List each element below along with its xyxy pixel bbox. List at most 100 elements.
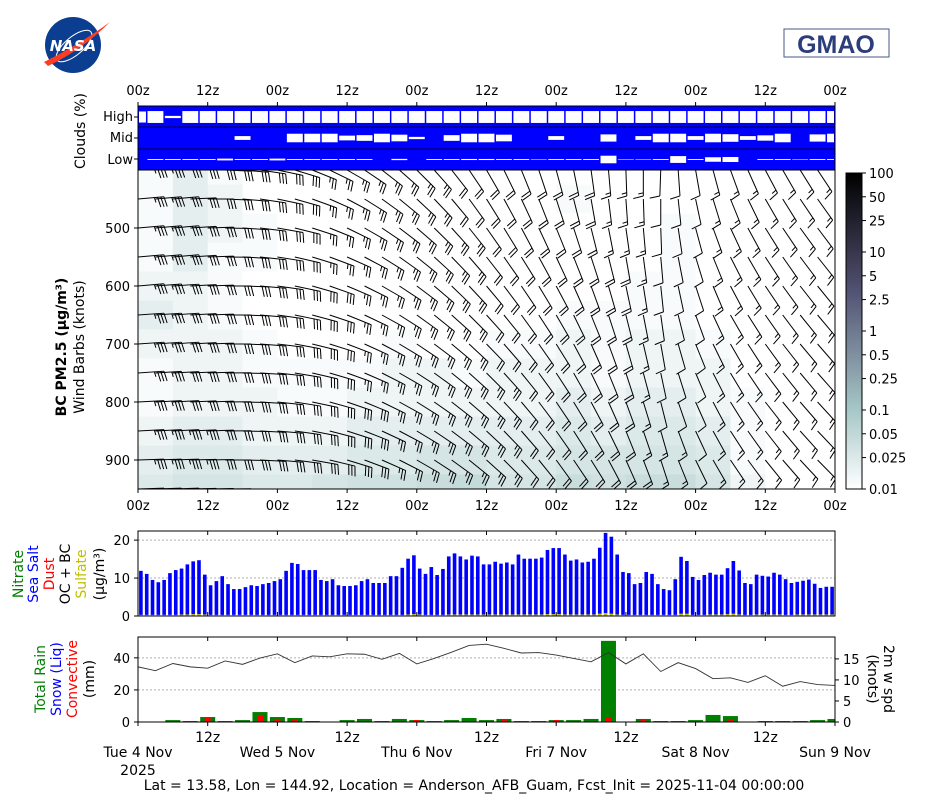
barb-full <box>215 400 220 411</box>
barb-full <box>595 424 604 433</box>
barb-half <box>606 221 612 224</box>
barb-full <box>396 212 401 223</box>
barb-staff <box>782 459 801 480</box>
bar-sea-salt <box>423 573 428 615</box>
barb-full <box>279 431 283 443</box>
barb-full <box>262 488 263 489</box>
barb-full <box>264 402 269 413</box>
wind-barb <box>277 372 306 386</box>
barb-full <box>824 191 833 200</box>
barb-full <box>383 410 387 421</box>
wind-barb <box>172 170 203 179</box>
wind-barb <box>503 256 520 287</box>
barb-full <box>247 314 251 326</box>
wind-barb <box>657 401 668 433</box>
barb-full <box>233 284 238 296</box>
wind-barb <box>451 488 453 489</box>
barb-full <box>607 339 617 346</box>
bar-sulfate <box>592 614 596 616</box>
wind-barb <box>433 170 452 199</box>
barb-staff <box>451 227 470 248</box>
barb-half <box>153 284 157 290</box>
barb-full <box>448 302 455 313</box>
barb-staff <box>573 198 581 225</box>
barb-full <box>537 191 547 198</box>
barb-staff <box>294 198 320 207</box>
x-tick-label: 12z <box>195 730 220 746</box>
bar-sea-salt <box>789 582 794 615</box>
barb-staff <box>695 256 704 283</box>
barb-staff <box>190 400 217 403</box>
barb-full <box>808 248 816 258</box>
barb-half <box>756 391 761 397</box>
bar-sulfate <box>574 614 579 616</box>
barb-staff <box>817 256 835 278</box>
barb-full <box>561 420 570 429</box>
barb-staff <box>346 170 370 184</box>
wind-barb <box>190 197 220 209</box>
colorbar-tick-label: 2.5 <box>869 294 890 309</box>
barb-staff <box>538 198 549 224</box>
barb-full <box>431 356 437 367</box>
wind-barb <box>690 170 701 201</box>
middle-time-axis: 00z 12z 00z 12z 00z 12z 00z 12z 00z 12z 00z <box>126 489 847 514</box>
wind-barb <box>521 488 523 489</box>
bc-cell <box>172 170 209 185</box>
barb-staff <box>277 430 304 434</box>
barb-staff <box>712 227 723 253</box>
barb-staff <box>659 170 662 197</box>
y-tick-label: 20 <box>113 534 130 549</box>
wind-barb <box>346 256 372 278</box>
wind-barb <box>573 285 585 317</box>
barb-half <box>639 221 645 224</box>
barb-staff <box>451 401 473 419</box>
barb-full <box>209 459 214 470</box>
barb-full <box>827 277 835 286</box>
barb-full <box>513 389 520 399</box>
barb-full <box>363 181 368 192</box>
barb-staff <box>225 198 252 201</box>
bar-sea-salt <box>754 574 759 615</box>
barb-staff <box>155 400 182 403</box>
bar-sulfate <box>516 614 521 616</box>
barb-staff <box>747 372 763 395</box>
wind-barb <box>639 343 650 375</box>
barb-staff <box>764 401 782 423</box>
top-time-axis: 00z 12z 00z 12z 00z 12z 00z 12z 00z 12z 00z <box>126 84 847 106</box>
barb-staff <box>416 314 439 331</box>
barb-full <box>180 371 185 382</box>
barb-full <box>621 310 632 317</box>
wind-barb <box>329 256 355 277</box>
cloud-cell-low <box>443 159 460 160</box>
wind-barb <box>312 459 340 475</box>
x-tick-label: 12z <box>613 730 638 746</box>
wind-barb <box>486 459 507 487</box>
wind-barb <box>312 314 338 333</box>
wind-barb <box>364 285 389 308</box>
barb-staff <box>712 372 726 397</box>
barb-half <box>514 444 518 450</box>
barb-staff <box>799 256 817 279</box>
barb-staff <box>608 430 621 455</box>
bar-sea-salt <box>522 558 527 615</box>
bar-sulfate <box>295 614 300 616</box>
barb-full <box>383 439 387 450</box>
barb-half <box>462 270 466 276</box>
barb-full <box>282 202 285 213</box>
barb-full <box>383 382 386 393</box>
bar-sea-salt <box>371 582 376 615</box>
wind-barb <box>538 256 552 288</box>
barb-staff <box>364 372 389 384</box>
cloud-cell-mid <box>827 133 834 143</box>
cloud-cell-low <box>705 157 721 162</box>
barb-staff <box>677 372 687 398</box>
barb-full <box>380 210 385 222</box>
barb-full <box>195 459 199 470</box>
bar-sulfate <box>255 614 259 616</box>
y-tick-label: 800 <box>105 396 130 411</box>
barb-full <box>479 330 486 341</box>
cloud-cell-mid <box>478 133 495 143</box>
barb-staff <box>608 459 622 484</box>
barb-half <box>827 217 832 222</box>
barb-staff <box>486 372 506 392</box>
